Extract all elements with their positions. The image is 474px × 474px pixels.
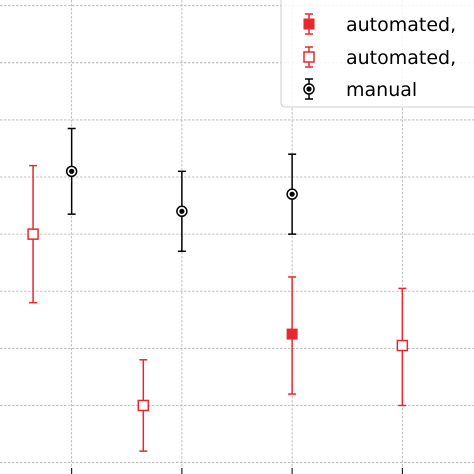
legend-entry-2-label: automated, (346, 47, 456, 69)
legend-entry-2-marker (303, 51, 315, 63)
legend-entry-3-marker (303, 83, 315, 95)
legend-entry-1-marker (303, 18, 315, 30)
legend-entry-3-label: manual (346, 79, 417, 101)
legend-frame (280, 0, 474, 108)
series-2-point-2-marker (137, 399, 150, 412)
legend-entry-3: manual (303, 78, 417, 101)
series-2 (27, 164, 409, 452)
x-ticks (71, 468, 403, 474)
series-1-point-1-marker (286, 328, 298, 340)
legend-entry-2: automated, (303, 46, 456, 69)
series-1 (286, 276, 298, 395)
legend: automated, automated, manual (280, 0, 474, 108)
legend-entry-1-label: automated, (346, 14, 456, 36)
series-2-point-1-marker (27, 228, 39, 240)
series-3-point-1-marker (65, 165, 78, 178)
data-series (27, 127, 409, 452)
series-2-point-3-marker (396, 339, 409, 352)
series-3-point-3-marker (286, 188, 298, 200)
legend-entry-1: automated, (303, 13, 456, 36)
series-3-point-2-marker (176, 205, 188, 218)
series-3 (65, 127, 298, 253)
